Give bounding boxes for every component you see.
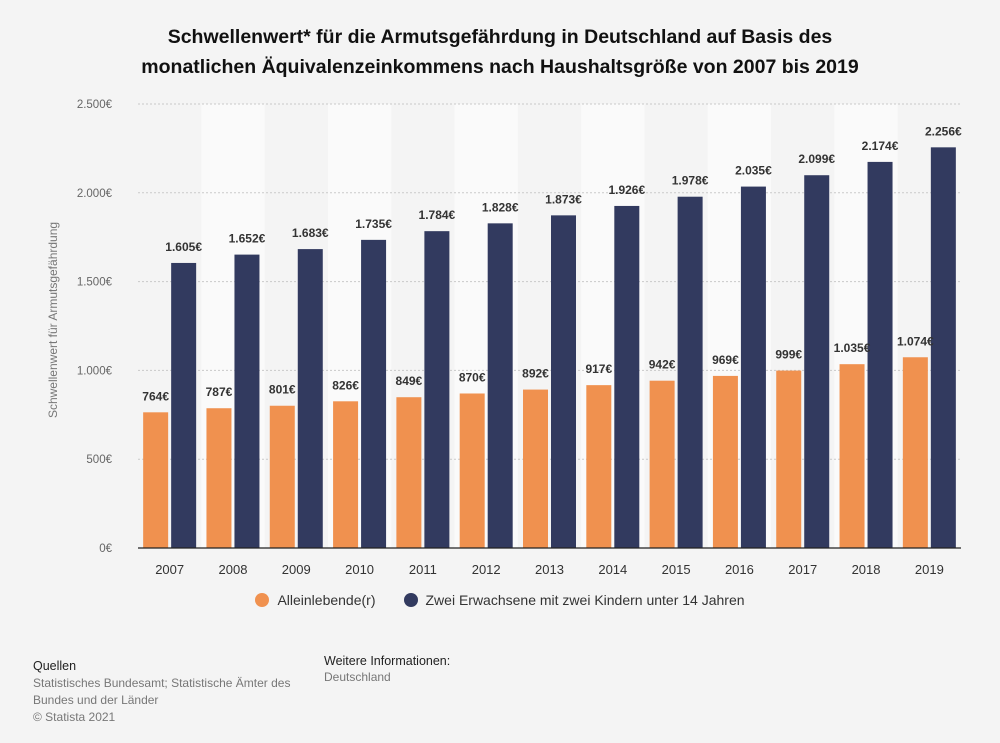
legend: Alleinlebende(r) Zwei Erwachsene mit zwe… [0, 592, 1000, 608]
x-tick-label: 2016 [725, 562, 754, 577]
data-label: 942€ [649, 358, 676, 372]
data-label: 892€ [522, 367, 549, 381]
bar-alleinlebende [523, 389, 548, 548]
y-tick-label: 1.500€ [77, 277, 113, 289]
bar-familie [740, 186, 766, 549]
bar-familie [614, 205, 640, 549]
data-label: 1.873€ [545, 192, 582, 206]
data-label: 1.035€ [834, 341, 871, 355]
bars [143, 147, 956, 549]
x-tick-label: 2008 [219, 562, 248, 577]
data-label: 2.035€ [735, 164, 772, 178]
data-label: 870€ [459, 370, 486, 384]
bar-familie [867, 161, 893, 549]
chart-title: Schwellenwert* für die Armutsgefährdung … [0, 22, 1000, 82]
chart-title-line-1: Schwellenwert* für die Armutsgefährdung … [167, 26, 833, 48]
bar-alleinlebende [839, 364, 865, 548]
legend-label: Zwei Erwachsene mit zwei Kindern unter 1… [425, 592, 745, 608]
bar-familie [677, 196, 703, 548]
bar-alleinlebende [396, 397, 422, 548]
data-label: 801€ [269, 383, 296, 397]
data-label: 787€ [206, 385, 233, 399]
x-tick-label: 2015 [662, 562, 691, 577]
sources-line-2: Bundes und der Länder [33, 693, 159, 707]
bar-alleinlebende [333, 401, 359, 548]
bar-familie [361, 239, 387, 548]
x-tick-label: 2018 [852, 562, 881, 577]
y-axis-ticks: 0€ 500€ 1.000€ 1.500€ 2.000€ 2.500€ [77, 99, 113, 555]
data-label: 1.683€ [292, 226, 329, 240]
bar-familie [930, 147, 956, 548]
bar-familie [551, 215, 576, 548]
bar-familie [171, 262, 197, 548]
x-tick-label: 2013 [535, 562, 564, 577]
data-label: 1.652€ [229, 232, 266, 246]
y-tick-label: 500€ [86, 454, 112, 466]
sources-line-1: Statistisches Bundesamt; Statistische Äm… [33, 676, 291, 690]
y-tick-label: 1.000€ [77, 365, 113, 377]
data-label: 969€ [712, 353, 739, 367]
y-tick-label: 2.000€ [77, 188, 113, 200]
bar-alleinlebende [586, 385, 612, 548]
data-label: 2.174€ [862, 139, 899, 153]
y-axis-label: Schwellenwert für Armutsgefährdung [46, 222, 60, 418]
data-label: 917€ [585, 362, 612, 376]
data-label: 1.926€ [608, 183, 645, 197]
bar-chart: 0€ 500€ 1.000€ 1.500€ 2.000€ 2.500€ 764€ 1.605… [46, 99, 962, 577]
data-label: 1.735€ [355, 217, 392, 231]
info-block: Weitere Informationen: Deutschland [324, 653, 450, 685]
data-label: 2.099€ [798, 152, 835, 166]
bar-familie [487, 223, 513, 548]
legend-swatch-navy [403, 593, 418, 607]
x-tick-label: 2011 [409, 562, 437, 577]
bar-alleinlebende [902, 357, 928, 548]
chart-title-line-2: monatlichen Äquivalenzeinkommens nach Ha… [141, 56, 859, 78]
bar-familie [424, 231, 450, 548]
info-heading[interactable]: Weitere Informationen: [324, 654, 451, 668]
bar-familie [804, 175, 830, 549]
bar-alleinlebende [206, 408, 232, 548]
data-label: 1.978€ [672, 174, 709, 188]
data-label: 826€ [332, 378, 359, 392]
data-label: 999€ [775, 348, 802, 362]
bar-alleinlebende [143, 412, 169, 548]
bar-alleinlebende [459, 393, 485, 548]
data-labels: 764€ 1.605€ 787€ 1.652€ 801€ 1.683€ 826€ 1.735€… [142, 124, 962, 403]
info-text: Deutschland [324, 670, 391, 684]
data-label: 2.256€ [925, 124, 962, 138]
legend-item-alleinlebende[interactable]: Alleinlebende(r) [255, 592, 376, 608]
bar-alleinlebende [269, 405, 295, 548]
data-label: 1.784€ [419, 208, 456, 222]
legend-swatch-orange [255, 593, 270, 607]
y-tick-label: 2.500€ [77, 99, 113, 111]
bar-familie [234, 254, 260, 548]
data-label: 764€ [142, 389, 169, 403]
bar-alleinlebende [712, 375, 738, 548]
data-label: 1.074€ [897, 334, 934, 348]
legend-label: Alleinlebende(r) [277, 592, 376, 608]
x-tick-label: 2014 [598, 562, 627, 577]
x-tick-label: 2010 [345, 562, 374, 577]
x-tick-label: 2007 [155, 562, 184, 577]
x-axis-ticks: 2007 2008 2009 2010 2011 2012 2013 2014 2015 2016… [155, 562, 944, 577]
bar-familie [297, 249, 323, 549]
bar-alleinlebende [776, 370, 802, 548]
x-tick-label: 2017 [788, 562, 817, 577]
x-tick-label: 2019 [915, 562, 944, 577]
x-tick-label: 2009 [282, 562, 311, 577]
legend-item-familie[interactable]: Zwei Erwachsene mit zwei Kindern unter 1… [403, 592, 745, 608]
bar-alleinlebende [649, 380, 675, 548]
y-tick-label: 0€ [99, 543, 112, 555]
data-label: 1.828€ [482, 200, 519, 214]
data-label: 1.605€ [165, 240, 202, 254]
copyright[interactable]: © Statista 2021 [33, 710, 116, 724]
sources-heading[interactable]: Quellen [33, 659, 77, 673]
sources-block: Quellen Statistisches Bundesamt; Statist… [33, 658, 290, 726]
x-tick-label: 2012 [472, 562, 501, 577]
data-label: 849€ [396, 374, 423, 388]
